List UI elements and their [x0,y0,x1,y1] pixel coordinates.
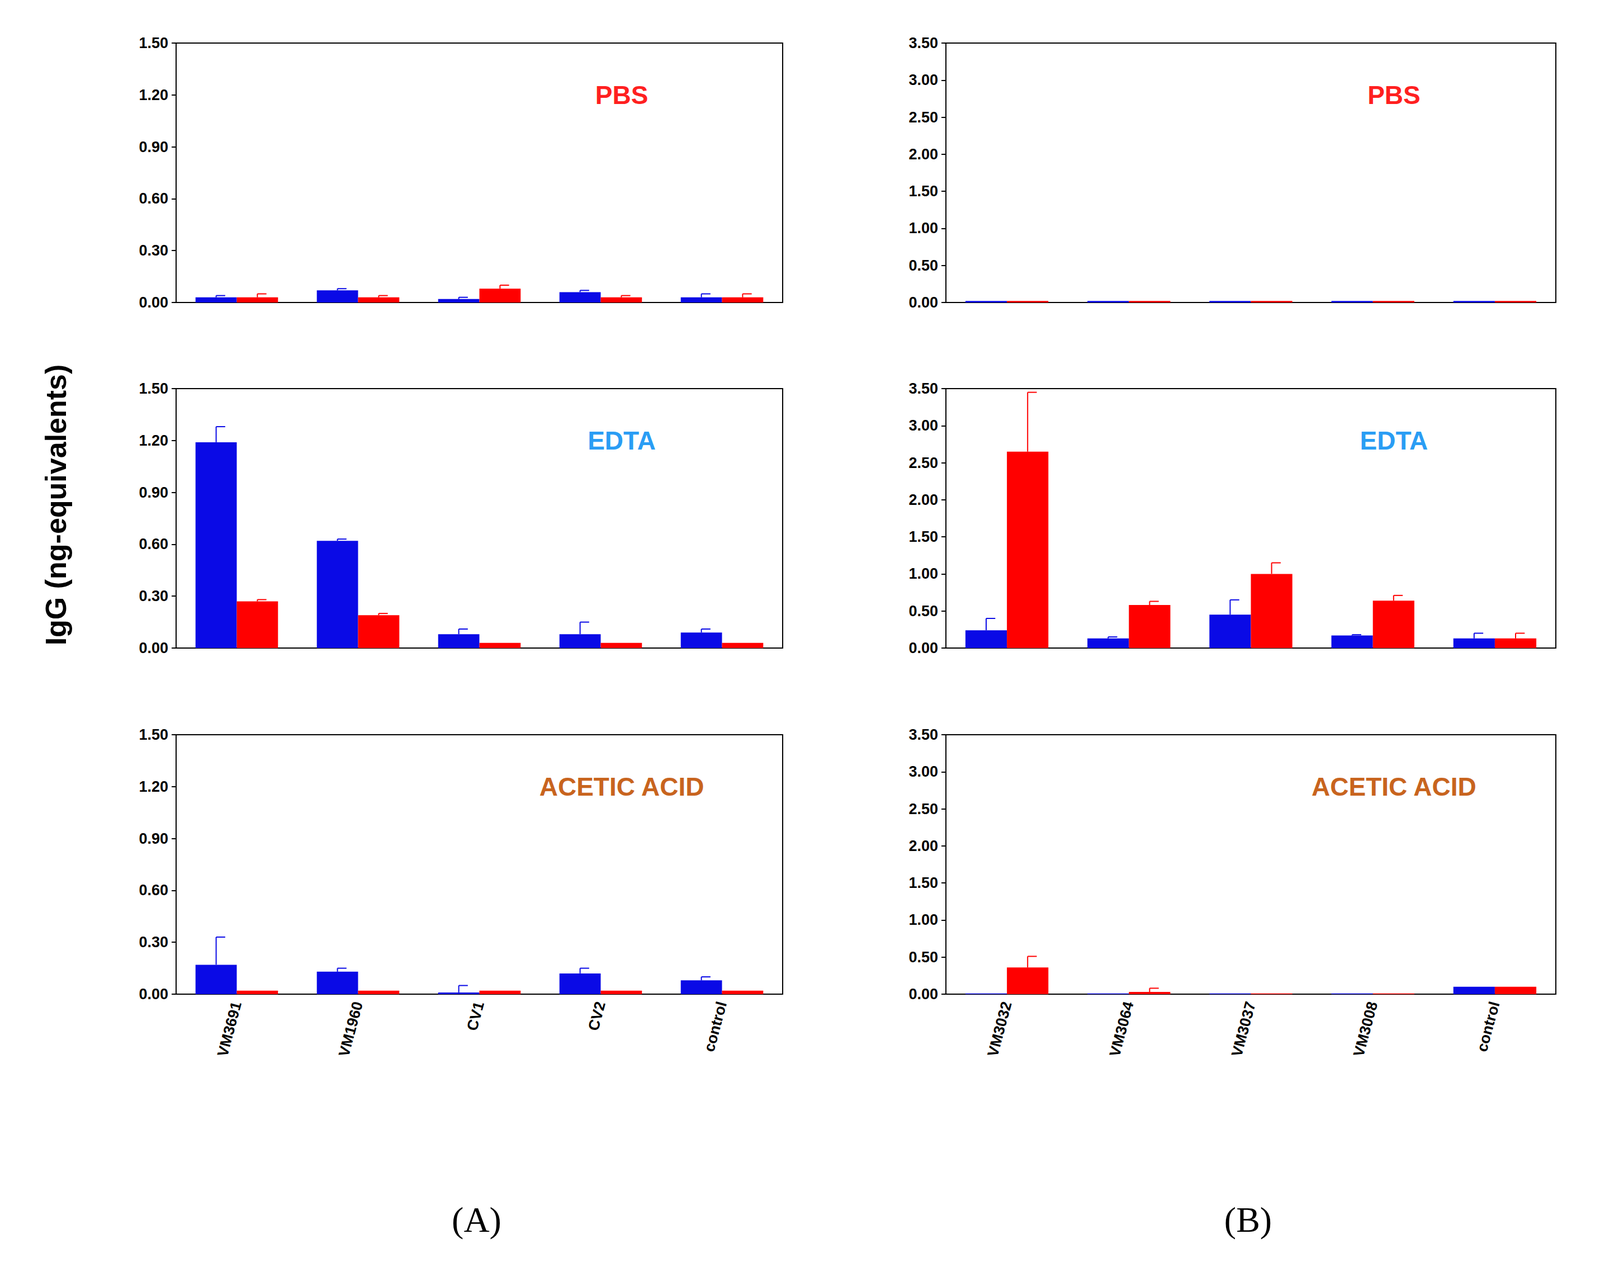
svg-text:VM1960: VM1960 [335,999,367,1059]
svg-text:ACETIC ACID: ACETIC ACID [1311,772,1477,802]
svg-text:2.50: 2.50 [908,800,939,818]
svg-text:2.50: 2.50 [908,109,939,126]
svg-text:EDTA: EDTA [587,425,656,456]
svg-text:0.90: 0.90 [138,484,169,501]
svg-text:control: control [1473,999,1504,1054]
svg-text:0.00: 0.00 [138,639,169,657]
svg-text:2.00: 2.00 [908,837,939,855]
svg-text:VM3691: VM3691 [214,999,245,1059]
svg-text:1.00: 1.00 [908,911,939,929]
svg-text:0.50: 0.50 [908,257,939,274]
svg-text:0.60: 0.60 [138,535,169,553]
svg-text:(A): (A) [451,1199,502,1240]
svg-text:0.50: 0.50 [908,948,939,966]
svg-text:2.50: 2.50 [908,454,939,472]
svg-text:0.00: 0.00 [138,985,169,1003]
svg-text:2.00: 2.00 [908,491,939,509]
svg-text:3.00: 3.00 [908,763,939,780]
svg-text:1.50: 1.50 [138,726,169,743]
svg-text:1.20: 1.20 [138,432,169,449]
svg-text:control: control [700,999,731,1054]
svg-text:0.60: 0.60 [138,190,169,207]
svg-text:1.50: 1.50 [908,528,939,546]
svg-text:0.90: 0.90 [138,138,169,156]
svg-text:1.20: 1.20 [138,86,169,104]
svg-text:3.00: 3.00 [908,417,939,434]
svg-text:VM3008: VM3008 [1350,999,1381,1059]
svg-text:IgG (ng-equivalents): IgG (ng-equivalents) [39,364,73,646]
svg-text:1.50: 1.50 [908,874,939,892]
svg-text:0.00: 0.00 [908,639,939,657]
svg-text:CV2: CV2 [584,999,609,1033]
svg-text:0.90: 0.90 [138,830,169,847]
svg-text:VM3037: VM3037 [1228,999,1259,1059]
svg-text:1.00: 1.00 [908,219,939,237]
svg-text:0.00: 0.00 [908,294,939,311]
svg-text:PBS: PBS [1367,80,1421,110]
svg-text:0.00: 0.00 [138,294,169,311]
svg-text:EDTA: EDTA [1360,425,1429,456]
svg-text:3.50: 3.50 [908,34,939,52]
svg-text:2.00: 2.00 [908,145,939,163]
svg-text:0.00: 0.00 [908,985,939,1003]
svg-text:PBS: PBS [595,80,649,110]
svg-text:0.30: 0.30 [138,587,169,605]
svg-text:0.30: 0.30 [138,933,169,951]
svg-text:1.00: 1.00 [908,565,939,582]
svg-text:CV1: CV1 [463,999,488,1033]
svg-text:3.50: 3.50 [908,380,939,397]
svg-text:1.50: 1.50 [138,380,169,397]
svg-text:3.50: 3.50 [908,726,939,743]
svg-text:1.50: 1.50 [908,182,939,200]
svg-text:0.60: 0.60 [138,881,169,899]
svg-text:0.50: 0.50 [908,602,939,620]
svg-text:1.20: 1.20 [138,778,169,795]
svg-text:(B): (B) [1224,1199,1272,1240]
svg-text:3.00: 3.00 [908,71,939,89]
svg-text:ACETIC ACID: ACETIC ACID [539,772,705,802]
svg-text:1.50: 1.50 [138,34,169,52]
svg-text:0.30: 0.30 [138,242,169,259]
svg-text:VM3032: VM3032 [984,999,1016,1059]
svg-text:VM3064: VM3064 [1106,999,1138,1059]
